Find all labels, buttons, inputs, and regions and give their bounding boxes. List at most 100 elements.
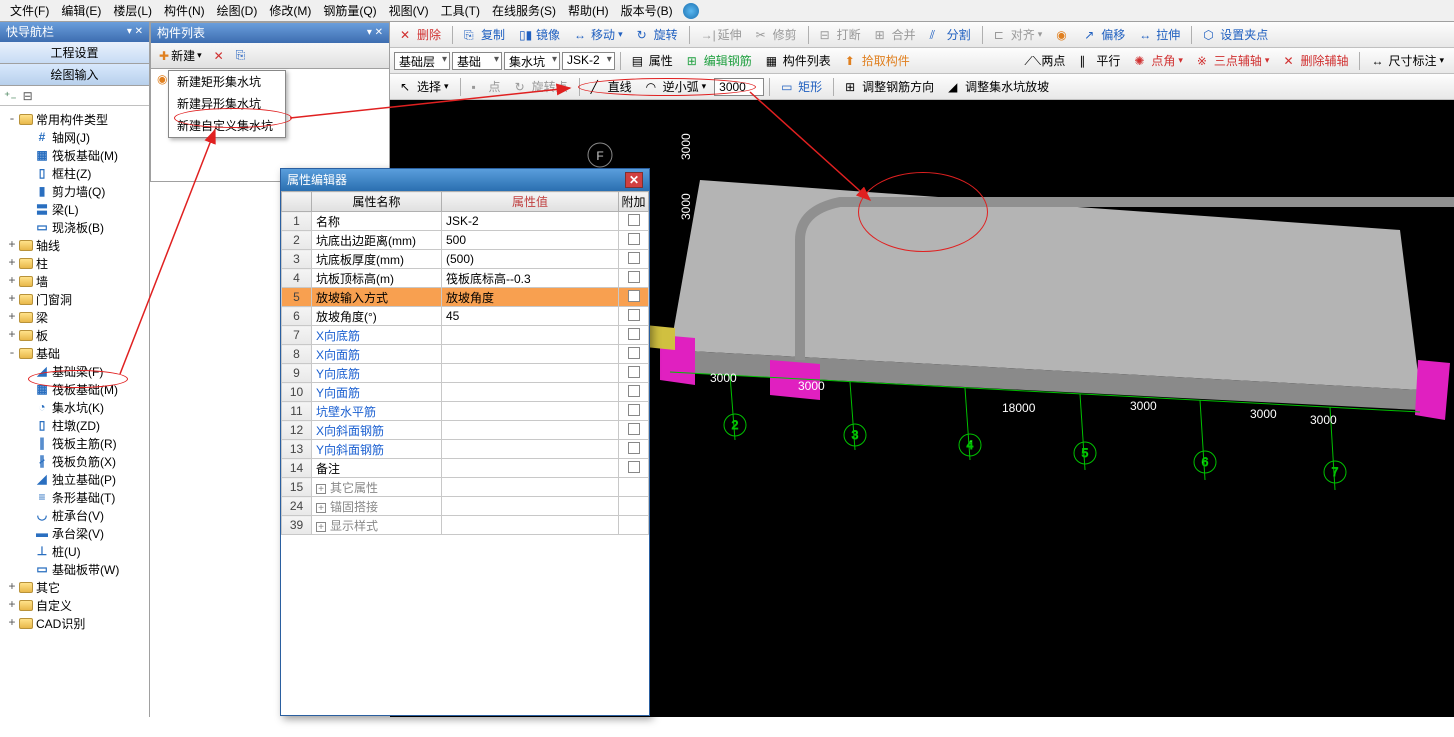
prop-value[interactable] — [442, 440, 619, 459]
prop-checkbox-cell[interactable] — [619, 497, 649, 516]
toolbar-button[interactable]: ✺点角▾ — [1128, 49, 1189, 72]
prop-checkbox-cell[interactable] — [619, 478, 649, 497]
tree-toggle-icon[interactable]: + — [6, 256, 18, 270]
tree-item[interactable]: ◔集水坑(K) — [2, 398, 147, 416]
toolbar-button[interactable]: ⬆拾取构件 — [839, 49, 916, 72]
tree-folder[interactable]: +梁 — [2, 308, 147, 326]
toolbar-button[interactable]: ⊞编辑钢筋 — [681, 49, 758, 72]
prop-checkbox-cell[interactable] — [619, 459, 649, 478]
toolbar-button[interactable]: ⬡设置夹点 — [1197, 23, 1274, 46]
toolbar-button[interactable]: ▭矩形 — [775, 75, 828, 98]
menu-edit[interactable]: 编辑(E) — [55, 0, 107, 21]
tree-folder[interactable]: +其它 — [2, 578, 147, 596]
menu-draw[interactable]: 绘图(D) — [211, 0, 264, 21]
delete-component-button[interactable]: ✕ — [210, 47, 228, 65]
toolbar-input[interactable] — [714, 78, 764, 96]
dropdown-item-custom-sump[interactable]: 新建自定义集水坑 — [169, 115, 285, 137]
tree-toggle-icon[interactable]: + — [6, 238, 18, 252]
checkbox-icon[interactable] — [628, 214, 640, 226]
tree-collapse-icon[interactable]: ⊟ — [23, 89, 33, 103]
tree-item[interactable]: ▦筏板基础(M) — [2, 146, 147, 164]
tree-toggle-icon[interactable]: + — [6, 616, 18, 630]
checkbox-icon[interactable] — [628, 404, 640, 416]
prop-value[interactable]: 放坡角度 — [442, 288, 619, 307]
menu-online[interactable]: 在线服务(S) — [486, 0, 562, 21]
property-row[interactable]: 14备注 — [282, 459, 649, 478]
prop-value[interactable] — [442, 345, 619, 364]
toolbar-button[interactable]: ↖选择▾ — [394, 75, 455, 98]
new-component-button[interactable]: ✚新建▾ — [155, 45, 206, 66]
tree-folder[interactable]: +CAD识别 — [2, 614, 147, 632]
menu-file[interactable]: 文件(F) — [4, 0, 55, 21]
prop-value[interactable] — [442, 326, 619, 345]
nav-panel-controls[interactable]: ▾ ✕ — [127, 22, 143, 42]
toolbar-select[interactable]: 基础层 — [394, 52, 450, 70]
tab-project-settings[interactable]: 工程设置 — [0, 42, 149, 64]
property-row[interactable]: 1名称JSK-2 — [282, 212, 649, 231]
copy-component-button[interactable]: ⎘ — [232, 46, 250, 65]
prop-checkbox-cell[interactable] — [619, 269, 649, 288]
prop-checkbox-cell[interactable] — [619, 440, 649, 459]
tree-folder[interactable]: +墙 — [2, 272, 147, 290]
checkbox-icon[interactable] — [628, 347, 640, 359]
toolbar-button[interactable]: ▦构件列表 — [760, 49, 837, 72]
tree-item[interactable]: ▭现浇板(B) — [2, 218, 147, 236]
tree-toggle-icon[interactable]: + — [6, 292, 18, 306]
toolbar-select[interactable]: 基础 — [452, 52, 502, 70]
tree-item[interactable]: ∥筏板主筋(R) — [2, 434, 147, 452]
toolbar-button[interactable]: ⊞合并 — [869, 23, 922, 46]
toolbar-button[interactable]: ✂修剪 — [750, 23, 803, 46]
toolbar-button[interactable]: ⊟打断 — [814, 23, 867, 46]
tree-folder[interactable]: +门窗洞 — [2, 290, 147, 308]
tree-item[interactable]: ▬承台梁(V) — [2, 524, 147, 542]
property-row[interactable]: 13Y向斜面钢筋 — [282, 440, 649, 459]
property-row[interactable]: 6放坡角度(°)45 — [282, 307, 649, 326]
toolbar-button[interactable]: ↗偏移 — [1078, 23, 1131, 46]
checkbox-icon[interactable] — [628, 233, 640, 245]
prop-value[interactable] — [442, 364, 619, 383]
tree-folder[interactable]: +轴线 — [2, 236, 147, 254]
toolbar-button[interactable]: →|延伸 — [695, 23, 748, 46]
prop-checkbox-cell[interactable] — [619, 402, 649, 421]
tree-item[interactable]: 〓梁(L) — [2, 200, 147, 218]
tree-expand-icon[interactable]: ⁺₋ — [4, 89, 17, 103]
checkbox-icon[interactable] — [628, 442, 640, 454]
prop-checkbox-cell[interactable] — [619, 250, 649, 269]
dropdown-item-rect-sump[interactable]: 新建矩形集水坑 — [169, 71, 285, 93]
toolbar-button[interactable]: ⊞调整钢筋方向 — [839, 75, 940, 98]
tree-item[interactable]: ≡条形基础(T) — [2, 488, 147, 506]
dropdown-item-irregular-sump[interactable]: 新建异形集水坑 — [169, 93, 285, 115]
prop-checkbox-cell[interactable] — [619, 231, 649, 250]
tree-item[interactable]: ⊥桩(U) — [2, 542, 147, 560]
tree-item[interactable]: ▦筏板基础(M) — [2, 380, 147, 398]
tree-folder[interactable]: +柱 — [2, 254, 147, 272]
menu-tools[interactable]: 工具(T) — [435, 0, 486, 21]
property-row[interactable]: 10Y向面筋 — [282, 383, 649, 402]
prop-value[interactable] — [442, 421, 619, 440]
menu-rebar[interactable]: 钢筋量(Q) — [317, 0, 382, 21]
property-row[interactable]: 9Y向底筋 — [282, 364, 649, 383]
close-button[interactable]: ✕ — [625, 172, 643, 188]
tree-item[interactable]: ▯框柱(Z) — [2, 164, 147, 182]
prop-checkbox-cell[interactable] — [619, 421, 649, 440]
menu-help[interactable]: 帮助(H) — [562, 0, 615, 21]
tree-folder[interactable]: +自定义 — [2, 596, 147, 614]
property-row[interactable]: 12X向斜面钢筋 — [282, 421, 649, 440]
toolbar-button[interactable]: ▯▮镜像 — [513, 23, 566, 46]
toolbar-button[interactable]: ↔移动▾ — [568, 23, 629, 46]
prop-value[interactable]: JSK-2 — [442, 212, 619, 231]
tree-item[interactable]: ▮剪力墙(Q) — [2, 182, 147, 200]
prop-value[interactable] — [442, 478, 619, 497]
toolbar-button[interactable]: ◢调整集水坑放坡 — [942, 75, 1055, 98]
toolbar-button[interactable]: ⟋⟍两点 — [1018, 49, 1071, 72]
prop-value[interactable] — [442, 497, 619, 516]
prop-value[interactable]: 500 — [442, 231, 619, 250]
prop-value[interactable] — [442, 516, 619, 535]
menu-version[interactable]: 版本号(B) — [615, 0, 679, 21]
tree-item[interactable]: ∦筏板负筋(X) — [2, 452, 147, 470]
toolbar-button[interactable]: ▤属性 — [626, 49, 679, 72]
checkbox-icon[interactable] — [628, 271, 640, 283]
prop-checkbox-cell[interactable] — [619, 288, 649, 307]
tree-folder[interactable]: -常用构件类型 — [2, 110, 147, 128]
tree-toggle-icon[interactable]: + — [6, 328, 18, 342]
